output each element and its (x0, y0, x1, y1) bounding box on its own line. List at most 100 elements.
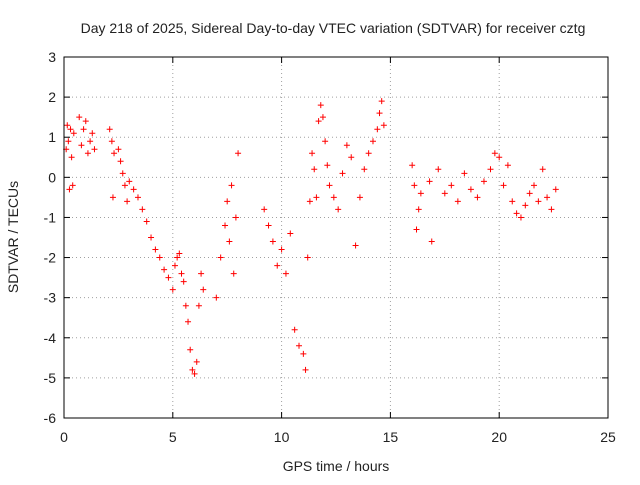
data-point-marker (213, 294, 220, 301)
data-point-marker (198, 270, 205, 277)
x-tick-label: 10 (274, 429, 290, 445)
data-point-marker (435, 166, 442, 173)
y-tick-label: -4 (44, 330, 57, 346)
data-point-marker (64, 122, 71, 129)
y-tick-label: -3 (44, 290, 57, 306)
data-point-marker (296, 342, 303, 349)
data-point-marker (274, 262, 281, 269)
data-point-marker (130, 186, 137, 193)
data-point-marker (226, 238, 233, 245)
axis-ticks: 0 5 10 15 20 25 -6 -5 -4 -3 -2 -1 0 1 2 3 (44, 49, 616, 445)
data-point-marker (504, 162, 511, 169)
data-point-marker (311, 166, 318, 173)
data-point-marker (509, 198, 516, 205)
data-point-marker (374, 126, 381, 133)
data-point-marker (76, 114, 83, 121)
data-point-marker (315, 118, 322, 125)
data-point-marker (195, 302, 202, 309)
x-tick-label: 25 (600, 429, 616, 445)
x-tick-label: 0 (60, 429, 68, 445)
grid-lines (64, 57, 608, 418)
data-point-marker (191, 370, 198, 377)
data-point-marker (365, 150, 372, 157)
x-tick-label: 20 (491, 429, 507, 445)
data-point-marker (200, 286, 207, 293)
data-point-marker (66, 186, 73, 193)
y-tick-label: -6 (44, 410, 57, 426)
data-point-marker (139, 206, 146, 213)
data-point-marker (361, 166, 368, 173)
data-point-marker (230, 270, 237, 277)
data-point-marker (171, 262, 178, 269)
data-point-marker (428, 238, 435, 245)
data-point-marker (278, 246, 285, 253)
data-point-marker (526, 190, 533, 197)
x-tick-label: 15 (383, 429, 399, 445)
data-point-marker (491, 150, 498, 157)
data-point-marker (287, 230, 294, 237)
data-point-marker (496, 154, 503, 161)
data-point-marker (82, 118, 89, 125)
chart-title: Day 218 of 2025, Sidereal Day-to-day VTE… (81, 20, 586, 36)
data-point-marker (474, 194, 481, 201)
data-point-marker (487, 166, 494, 173)
data-point-marker (115, 146, 122, 153)
y-tick-label: -1 (44, 209, 57, 225)
data-point-marker (235, 150, 242, 157)
data-point-marker (535, 198, 542, 205)
data-point-marker (441, 190, 448, 197)
data-point-marker (324, 162, 331, 169)
data-point-marker (269, 238, 276, 245)
data-point-marker (356, 194, 363, 201)
y-tick-label: -2 (44, 250, 57, 266)
data-point-marker (300, 350, 307, 357)
data-point-marker (69, 182, 76, 189)
data-point-marker (161, 266, 168, 273)
x-axis-label: GPS time / hours (283, 458, 390, 474)
data-point-marker (152, 246, 159, 253)
data-point-marker (415, 206, 422, 213)
data-point-marker (174, 254, 181, 261)
data-point-marker (165, 274, 172, 281)
data-point-marker (417, 190, 424, 197)
data-point-marker (376, 110, 383, 117)
data-point-marker (548, 206, 555, 213)
data-point-marker (70, 130, 77, 137)
y-tick-label: 1 (48, 129, 56, 145)
data-point-marker (480, 178, 487, 185)
y-axis-label: SDTVAR / TECUs (5, 181, 21, 293)
data-point-marker (65, 138, 72, 145)
data-point-marker (187, 346, 194, 353)
data-point-marker (84, 150, 91, 157)
data-point-marker (282, 270, 289, 277)
data-point-marker (217, 254, 224, 261)
data-point-marker (108, 138, 115, 145)
data-point-marker (185, 318, 192, 325)
data-point-marker (265, 222, 272, 229)
data-point-marker (180, 278, 187, 285)
data-point-marker (80, 126, 87, 133)
data-point-marker (335, 206, 342, 213)
data-point-marker (352, 242, 359, 249)
data-point-marker (178, 270, 185, 277)
data-point-marker (126, 178, 133, 185)
data-point-marker (169, 286, 176, 293)
data-markers (63, 98, 559, 377)
data-point-marker (411, 182, 418, 189)
data-point-marker (544, 194, 551, 201)
data-point-marker (500, 182, 507, 189)
data-point-marker (222, 222, 229, 229)
y-tick-label: -5 (44, 370, 57, 386)
data-point-marker (117, 158, 124, 165)
data-point-marker (339, 170, 346, 177)
data-point-marker (119, 170, 126, 177)
data-point-marker (461, 170, 468, 177)
data-point-marker (121, 182, 128, 189)
data-point-marker (426, 178, 433, 185)
data-point-marker (413, 226, 420, 233)
data-point-marker (522, 202, 529, 209)
data-point-marker (330, 194, 337, 201)
data-point-marker (309, 150, 316, 157)
